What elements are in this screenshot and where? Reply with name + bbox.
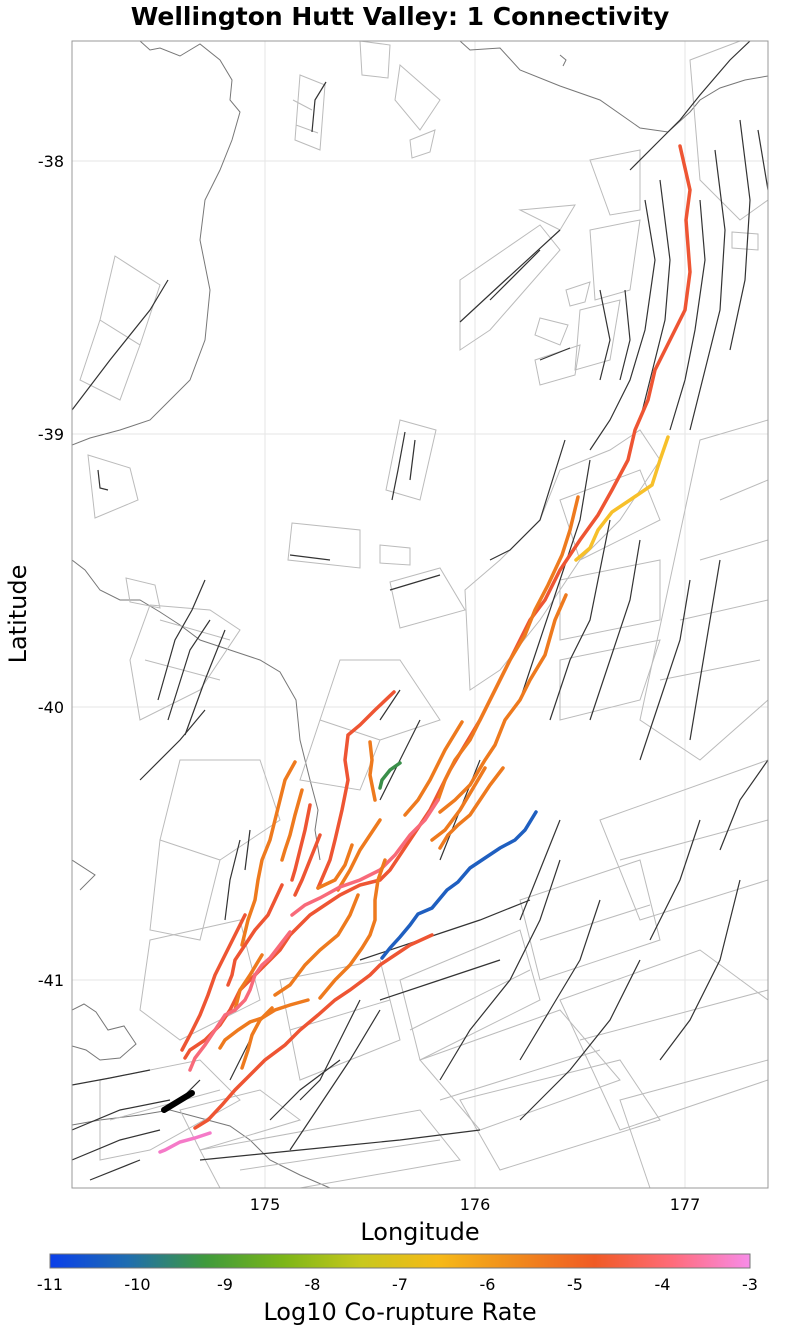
section-orange-3 (438, 766, 505, 850)
x-tick: 176 (460, 1195, 491, 1214)
section-orange-12 (280, 788, 304, 862)
y-tick: -38 (38, 152, 64, 171)
gridlines (72, 41, 768, 1188)
y-tick: -41 (38, 971, 64, 990)
section-hotpink (158, 1131, 212, 1154)
section-orange-2 (438, 593, 568, 814)
colorbar-tick: -11 (37, 1275, 63, 1294)
coastline (72, 41, 768, 1188)
colorbar-tick: -5 (567, 1275, 583, 1294)
y-tick: -39 (38, 425, 64, 444)
section-orange-13 (233, 953, 264, 1012)
section-pink-1 (290, 798, 440, 917)
colorbar-ticks: -11 -10 -9 -8 -7 -6 -5 -4 -3 (37, 1275, 758, 1294)
colorbar-tick: -8 (305, 1275, 321, 1294)
section-red-5 (180, 913, 247, 1052)
section-orange-8 (316, 843, 354, 890)
map-area (72, 41, 768, 1188)
colorbar-tick: -3 (742, 1275, 758, 1294)
section-orange-11 (240, 760, 297, 947)
colorbar-tick: -4 (655, 1275, 671, 1294)
colorbar-tick: -10 (124, 1275, 150, 1294)
y-axis-ticks: -38 -39 -40 -41 (38, 152, 64, 990)
section-orange-10 (273, 893, 360, 997)
section-red-southeast (193, 933, 434, 1130)
section-orange-4 (430, 766, 487, 842)
section-red-3 (290, 803, 312, 882)
section-black (161, 1090, 195, 1113)
section-orange-1 (436, 495, 580, 802)
colorbar-label: Log10 Co-rupture Rate (263, 1298, 536, 1326)
section-orange-5 (403, 720, 464, 817)
section-orange-7 (336, 818, 382, 892)
colorbar-tick: -7 (392, 1275, 408, 1294)
section-pink-2 (188, 930, 292, 1072)
section-red-4 (293, 833, 322, 897)
map-title: Wellington Hutt Valley: 1 Connectivity (130, 2, 670, 31)
y-axis-label: Latitude (4, 565, 32, 664)
x-tick: 177 (670, 1195, 701, 1214)
section-red-2 (316, 690, 396, 890)
colorbar-tick: -9 (217, 1275, 233, 1294)
y-tick: -40 (38, 698, 64, 717)
colorbar-tick: -6 (480, 1275, 496, 1294)
map-frame (71, 40, 769, 1189)
section-orange-9 (318, 858, 387, 1000)
section-red-6 (226, 883, 284, 987)
x-tick: 175 (250, 1195, 281, 1214)
corupture-sections (158, 144, 692, 1154)
fault-traces (72, 41, 768, 1181)
x-axis-ticks: 175 176 177 (250, 1195, 701, 1214)
section-green (378, 761, 402, 790)
section-orange-15 (218, 998, 310, 1050)
fault-subsection-tiles (79, 41, 768, 1188)
x-axis-label: Longitude (360, 1218, 479, 1246)
section-yellow-east (574, 435, 670, 562)
section-blue (380, 810, 538, 960)
colorbar (49, 1253, 751, 1269)
section-orange-6 (368, 740, 377, 802)
